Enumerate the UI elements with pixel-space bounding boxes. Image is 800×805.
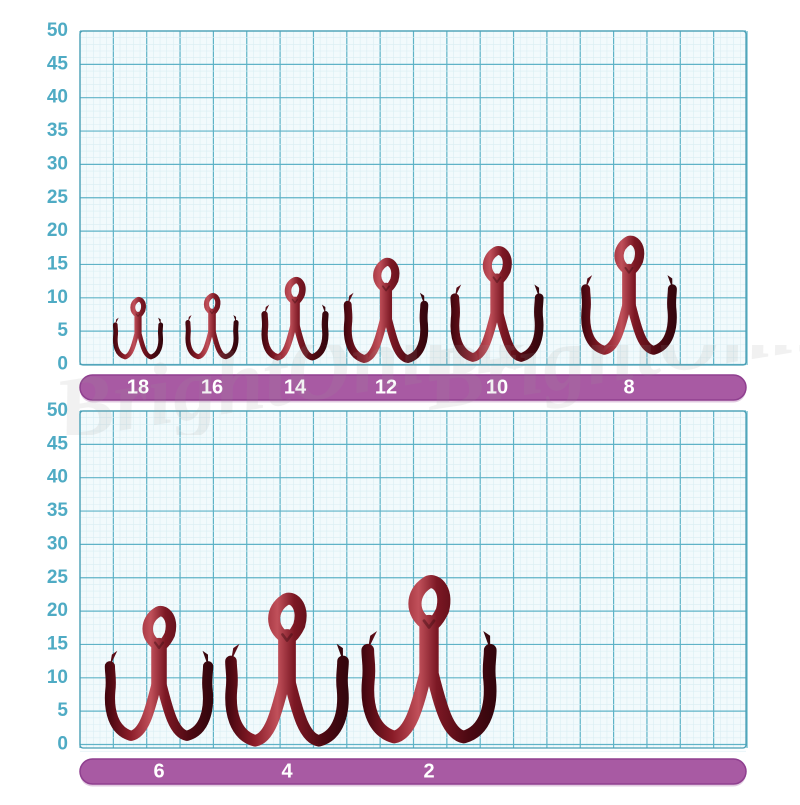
svg-text:35: 35	[47, 120, 69, 141]
svg-text:10: 10	[47, 287, 68, 308]
svg-text:4: 4	[281, 760, 293, 782]
svg-text:40: 40	[47, 87, 68, 108]
svg-text:2: 2	[423, 760, 434, 782]
svg-text:20: 20	[47, 220, 68, 241]
svg-text:40: 40	[47, 467, 68, 488]
svg-text:50: 50	[47, 20, 68, 41]
svg-text:30: 30	[47, 153, 68, 174]
svg-text:5: 5	[57, 320, 68, 341]
svg-text:25: 25	[47, 187, 69, 208]
svg-text:6: 6	[153, 760, 164, 782]
svg-text:15: 15	[47, 633, 69, 654]
svg-text:15: 15	[47, 253, 69, 274]
svg-text:0: 0	[57, 734, 68, 755]
svg-text:5: 5	[57, 700, 68, 721]
svg-text:45: 45	[47, 53, 69, 74]
svg-text:25: 25	[47, 567, 69, 588]
svg-text:10: 10	[47, 667, 68, 688]
svg-text:30: 30	[47, 533, 68, 554]
svg-text:45: 45	[47, 433, 69, 454]
svg-text:35: 35	[47, 500, 69, 521]
svg-text:20: 20	[47, 600, 68, 621]
